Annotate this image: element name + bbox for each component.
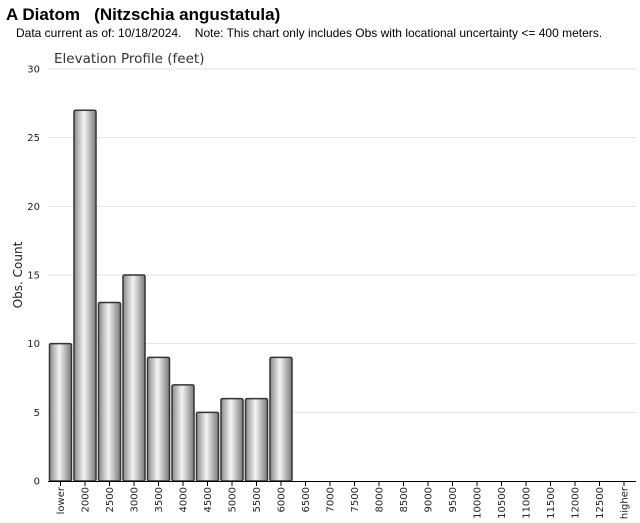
x-tick-label: 11500 bbox=[546, 487, 557, 519]
bar-lower bbox=[48, 342, 73, 482]
x-tick-label: 3500 bbox=[154, 487, 165, 512]
x-tick-label: lower bbox=[56, 486, 67, 514]
bar-4500 bbox=[195, 411, 220, 482]
y-tick-labels: 0 5 10 15 20 25 30 bbox=[27, 65, 40, 488]
x-tick-label: 12000 bbox=[571, 487, 582, 519]
page-title: A Diatom (Nitzschia angustatula) bbox=[6, 5, 281, 24]
y-tick-label: 15 bbox=[27, 271, 40, 282]
x-tick-label: 7000 bbox=[326, 487, 337, 512]
bar-5500 bbox=[244, 397, 269, 482]
x-tick-label: 10000 bbox=[473, 487, 484, 519]
x-tick-label: 7500 bbox=[350, 487, 361, 512]
y-tick-label: 0 bbox=[34, 477, 40, 488]
bars bbox=[48, 109, 293, 482]
chart-title: Elevation Profile (feet) bbox=[54, 51, 204, 67]
x-tick-label: 8500 bbox=[399, 487, 410, 512]
x-tick-label: 4000 bbox=[179, 487, 190, 512]
bar-5000 bbox=[220, 397, 244, 482]
y-tick-label: 20 bbox=[27, 202, 40, 213]
y-tick-label: 25 bbox=[27, 133, 40, 144]
bar-2000 bbox=[73, 109, 97, 482]
x-tick-label: 2000 bbox=[81, 487, 92, 512]
x-tick-label: 9000 bbox=[424, 487, 435, 512]
bar-3500 bbox=[146, 356, 171, 482]
bar-4000 bbox=[171, 384, 195, 482]
x-tick-label: 12500 bbox=[595, 487, 606, 519]
x-tick-label: 5000 bbox=[228, 487, 239, 512]
x-tick-label: 4500 bbox=[203, 487, 214, 512]
y-axis-label: Obs. Count bbox=[11, 241, 25, 308]
x-tick-label: 5500 bbox=[252, 487, 263, 512]
x-tick-label: 6500 bbox=[301, 487, 312, 512]
bar-3000 bbox=[122, 274, 146, 482]
gridlines bbox=[48, 68, 636, 413]
x-tick-label: 11000 bbox=[522, 487, 533, 519]
x-tick-label: 2500 bbox=[105, 487, 116, 512]
x-tick-label: 6000 bbox=[277, 487, 288, 512]
data-note: Data current as of: 10/18/2024. Note: Th… bbox=[16, 26, 603, 40]
bar-2500 bbox=[97, 301, 122, 482]
y-tick-label: 30 bbox=[27, 65, 40, 76]
y-tick-label: 10 bbox=[27, 339, 40, 350]
x-tick-label: 9500 bbox=[448, 487, 459, 512]
x-tick-label: higher bbox=[620, 486, 631, 519]
x-tick-label: 8000 bbox=[375, 487, 386, 512]
x-tick-label: 3000 bbox=[130, 487, 141, 512]
x-tick-labels: lower 2000 2500 3000 3500 4000 4500 5000 5500 600… bbox=[56, 486, 631, 519]
y-tick-label: 5 bbox=[34, 408, 40, 419]
bar-6000 bbox=[269, 356, 293, 482]
x-tick-label: 10500 bbox=[497, 487, 508, 519]
axes bbox=[48, 481, 636, 486]
